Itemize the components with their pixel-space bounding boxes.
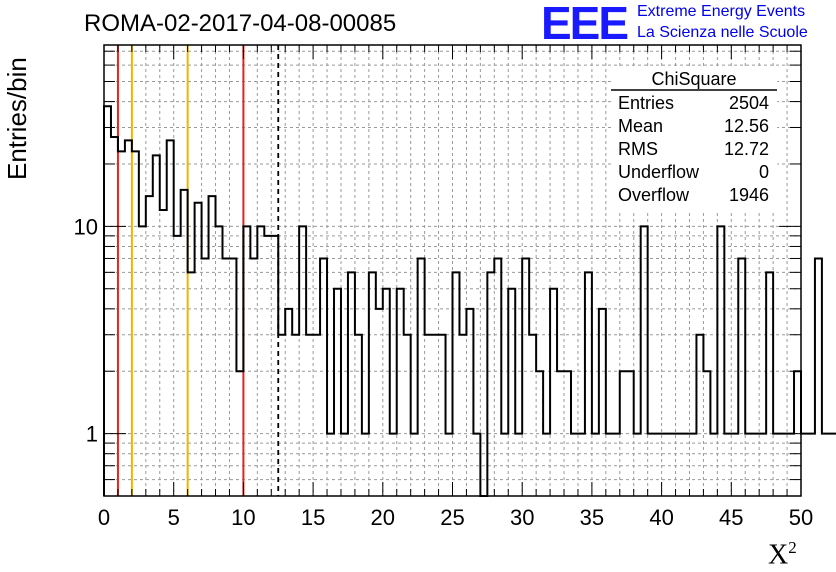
logo-caption-line1: Extreme Energy Events	[637, 3, 806, 20]
x-tick-label: 35	[580, 505, 604, 530]
histogram-step-line	[103, 105, 836, 497]
stats-row-label: Entries	[618, 93, 674, 113]
stats-row-value: 12.56	[724, 116, 769, 136]
eee-logo: EEE	[541, 0, 629, 49]
histogram-series	[103, 105, 836, 497]
stats-row-value: 1946	[729, 185, 769, 205]
x-axis-label: X2	[768, 538, 797, 571]
stats-row-label: RMS	[618, 139, 658, 159]
stats-row-value: 12.72	[724, 139, 769, 159]
stats-row-label: Underflow	[618, 162, 700, 182]
logo-caption-line2: La Scienza nelle Scuole	[637, 24, 808, 41]
x-tick-label: 50	[789, 505, 813, 530]
x-axis-label-superscript: 2	[788, 538, 797, 557]
stats-row-label: Overflow	[618, 185, 690, 205]
stats-box: ChiSquare Entries 2504 Mean 12.56 RMS 12.72 Und…	[611, 66, 777, 212]
y-tick-label: 1	[86, 422, 98, 447]
stats-row-value: 2504	[729, 93, 769, 113]
x-tick-label: 15	[301, 505, 325, 530]
x-tick-label: 20	[371, 505, 395, 530]
x-axis-label-text: X	[768, 539, 789, 571]
stats-row-label: Mean	[618, 116, 663, 136]
x-tick-label: 0	[98, 505, 110, 530]
x-tick-label: 30	[510, 505, 534, 530]
x-tick-label: 10	[231, 505, 255, 530]
stats-box-title: ChiSquare	[651, 69, 736, 89]
x-tick-label: 5	[168, 505, 180, 530]
x-tick-label: 25	[440, 505, 464, 530]
x-tick-label: 45	[719, 505, 743, 530]
reference-lines	[116, 45, 280, 496]
y-tick-label: 10	[74, 214, 98, 239]
stats-row-value: 0	[759, 162, 769, 182]
axis-ticks: 0 5 10 15 20 25 30 35 40 45 50 1 10	[74, 45, 813, 530]
chart-title: ROMA-02-2017-04-08-00085	[84, 10, 397, 37]
x-tick-label: 40	[649, 505, 673, 530]
